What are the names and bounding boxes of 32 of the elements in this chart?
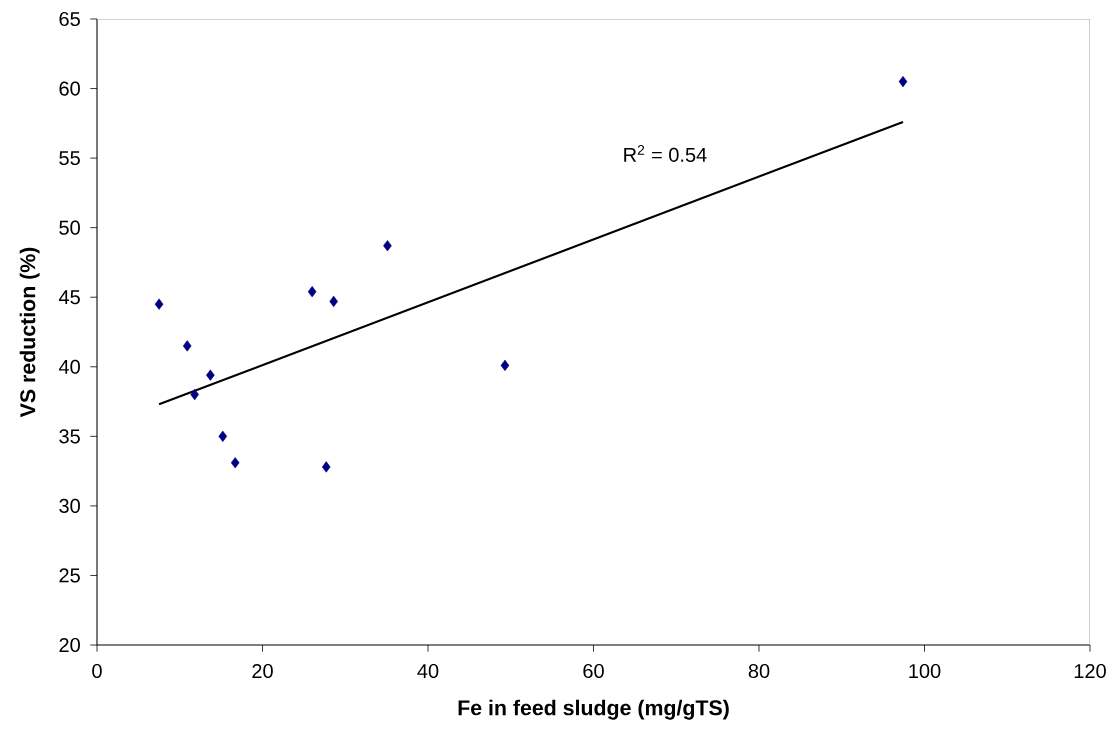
x-axis-title: Fe in feed sludge (mg/gTS) — [458, 699, 729, 720]
y-tick-label: 55 — [59, 151, 80, 166]
point — [329, 295, 338, 307]
y-tick-label: 20 — [59, 637, 80, 653]
point — [206, 369, 215, 381]
x-tick-label: 20 — [252, 663, 273, 679]
x-tick-label: 100 — [909, 663, 941, 679]
point — [307, 286, 317, 298]
x-tick-label: 80 — [748, 663, 770, 679]
y-tick-label: 45 — [58, 290, 80, 305]
point — [321, 461, 331, 473]
point — [218, 430, 228, 442]
point — [182, 340, 192, 352]
y-tick-label: 40 — [58, 359, 80, 374]
y-axis-title: VS reduction (%) — [19, 247, 40, 418]
point — [898, 76, 908, 88]
x-tick-label: 0 — [92, 663, 102, 679]
y-tick-label: 65 — [59, 11, 80, 27]
point — [500, 359, 510, 371]
point — [230, 457, 240, 469]
y-tick-label: 30 — [59, 498, 80, 513]
point — [383, 240, 392, 252]
point — [190, 389, 199, 401]
annotation: R$^{2}$ = 0.54 — [624, 144, 707, 162]
point — [154, 298, 164, 310]
y-tick-label: 50 — [59, 220, 80, 235]
y-tick-label: 35 — [59, 429, 80, 444]
x-tick-label: 40 — [417, 663, 439, 679]
x-tick-label: 120 — [1074, 663, 1106, 679]
y-tick-label: 60 — [59, 81, 80, 96]
y-tick-label: 25 — [59, 568, 80, 583]
x-tick-label: 60 — [583, 663, 604, 679]
